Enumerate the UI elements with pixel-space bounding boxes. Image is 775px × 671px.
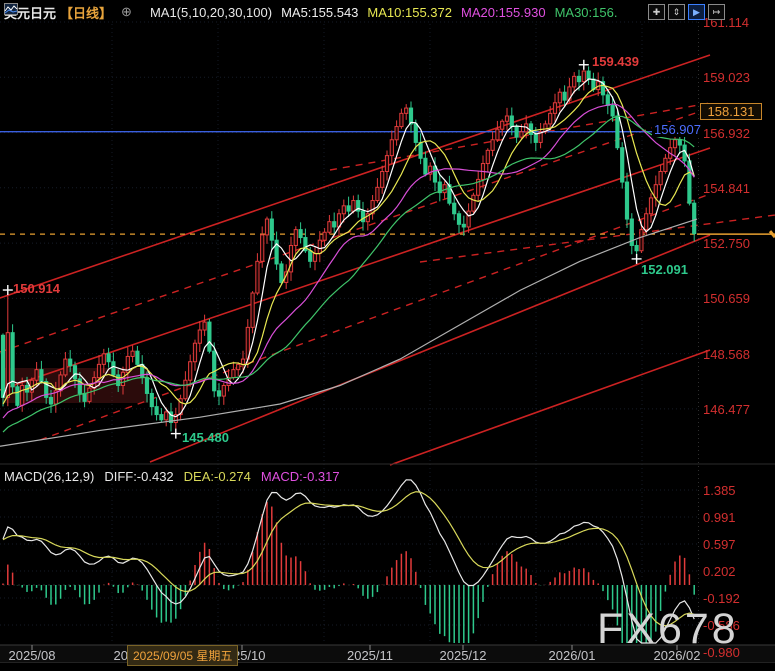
ma30-value: MA30:156. xyxy=(554,4,618,20)
gridlines xyxy=(0,10,699,662)
indicator-settings-icon[interactable]: ⊕ xyxy=(121,4,132,19)
time-axis-label: 2025/11 xyxy=(346,648,394,663)
date-tooltip: 2025/09/05 星期五 xyxy=(127,645,239,666)
candles xyxy=(0,64,697,434)
time-axis-label: 2026/01 xyxy=(548,648,596,663)
axis-scale-icon[interactable]: ⇕ xyxy=(668,4,685,20)
crash-low-price-tag: 152.091 xyxy=(641,262,688,277)
macd-axis-label: 0.202 xyxy=(703,564,736,579)
price-axis-label: 152.750 xyxy=(703,236,750,252)
macd-header: MACD(26,12,9) DIFF:-0.432 DEA:-0.274 MAC… xyxy=(4,469,340,484)
ma5-value: MA5:155.543 xyxy=(281,4,359,20)
chart-toolbar: ✚ ⇕ ▶ ↦ xyxy=(648,4,725,20)
price-axis-label: 159.023 xyxy=(703,70,750,86)
price-axis-label: 156.932 xyxy=(703,125,750,141)
macd-axis-label: -0.980 xyxy=(703,645,740,660)
period-label: 【日线】 xyxy=(60,5,113,21)
ma-settings-label: MA1(5,10,20,30,100) xyxy=(149,4,273,20)
macd-axis-label: 0.597 xyxy=(703,537,736,552)
macd-hist-value: MACD:-0.317 xyxy=(260,469,340,484)
reference-lines xyxy=(0,130,775,235)
price-axis-label: 154.841 xyxy=(703,180,750,196)
macd-title: MACD(26,12,9) xyxy=(4,469,95,484)
time-axis-label: 2025/08 xyxy=(8,648,56,663)
macd-diff-value: DIFF:-0.432 xyxy=(104,469,174,484)
ma10-value: MA10:155.372 xyxy=(367,4,452,20)
macd-lines xyxy=(2,479,695,644)
macd-axis-label: -0.586 xyxy=(703,618,740,633)
alert-price-label: 156.907 xyxy=(652,122,703,137)
shift-right-icon[interactable]: ↦ xyxy=(708,4,725,20)
auto-scroll-icon[interactable]: ▶ xyxy=(688,4,705,20)
price-axis-label: 148.568 xyxy=(703,346,750,362)
extreme-markers xyxy=(2,59,642,439)
macd-axis-label: 1.385 xyxy=(703,483,736,498)
macd-dea-value: DEA:-0.274 xyxy=(183,469,251,484)
price-axis-label: 150.659 xyxy=(703,291,750,307)
moving-averages xyxy=(0,78,698,447)
pan-tool-icon[interactable]: ✚ xyxy=(648,4,665,20)
high-price-tag: 159.439 xyxy=(592,54,639,69)
macd-axis-label: 0.991 xyxy=(703,510,736,525)
time-axis-label: 2026/02 xyxy=(653,648,701,663)
crosshair-price-box: 158.131 xyxy=(700,103,762,120)
trend-channel xyxy=(0,54,775,466)
macd-axis-label: -0.192 xyxy=(703,591,740,606)
time-axis-label: 2025/12 xyxy=(439,648,487,663)
watermark: FX678 xyxy=(597,605,739,653)
left-high-price-tag: 150.914 xyxy=(13,281,60,296)
ma20-value: MA20:155.930 xyxy=(461,4,546,20)
price-axis-label: 146.477 xyxy=(703,401,750,417)
chart-header: 美元日元 【日线】 ⊕ MA1(5,10,20,30,100) MA5:155.… xyxy=(4,3,617,21)
low-price-tag: 145.480 xyxy=(182,430,229,445)
macd-histogram xyxy=(2,502,695,643)
